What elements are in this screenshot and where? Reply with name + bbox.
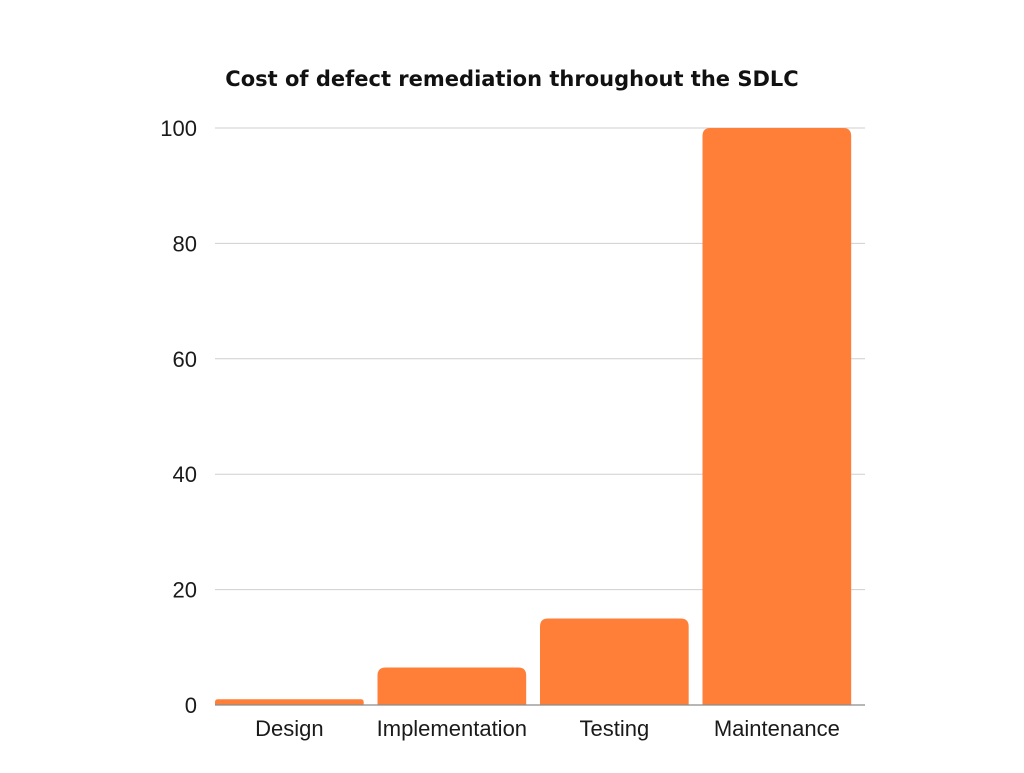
x-tick-label: Implementation — [377, 716, 527, 741]
bar-maintenance — [702, 128, 852, 705]
chart-title: Cost of defect remediation throughout th… — [225, 67, 798, 91]
y-tick-label: 60 — [173, 347, 197, 372]
y-tick-label: 40 — [173, 462, 197, 487]
bar-implementation — [377, 667, 527, 705]
bar-design — [215, 699, 364, 705]
bar-testing — [540, 618, 689, 705]
y-axis-tick-labels: 0 20 40 60 80 100 — [160, 116, 197, 718]
x-tick-label: Testing — [579, 716, 649, 741]
x-axis-category-labels: Design Implementation Testing Maintenance — [255, 716, 840, 741]
x-tick-label: Maintenance — [714, 716, 840, 741]
x-tick-label: Design — [255, 716, 323, 741]
y-tick-label: 0 — [185, 693, 197, 718]
y-tick-label: 100 — [160, 116, 197, 141]
bars — [215, 128, 852, 705]
y-tick-label: 20 — [173, 578, 197, 603]
y-tick-label: 80 — [173, 231, 197, 256]
